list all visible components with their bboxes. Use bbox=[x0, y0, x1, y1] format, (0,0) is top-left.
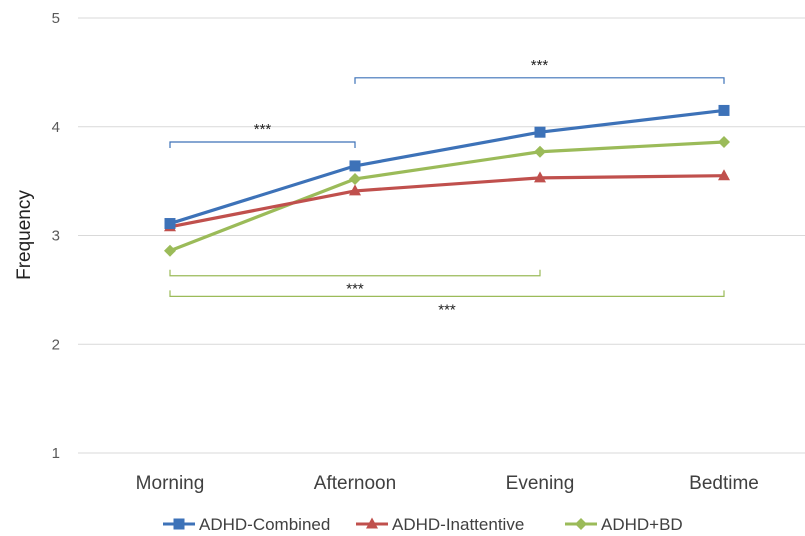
significance-label-1: *** bbox=[254, 121, 272, 138]
gridlines bbox=[78, 17, 805, 454]
bracket-line-4 bbox=[169, 290, 725, 297]
y-tick-3: 3 bbox=[52, 228, 60, 245]
point-adhd-combined-afternoon bbox=[349, 160, 361, 172]
y-tick-4: 4 bbox=[52, 119, 60, 136]
significance-label-2: *** bbox=[531, 57, 549, 74]
series-line-adhd-inattentive bbox=[169, 174, 725, 229]
legend-marker-adhd-combined bbox=[173, 518, 185, 530]
significance-label-3: *** bbox=[346, 281, 364, 298]
y-tick-1: 1 bbox=[52, 445, 60, 462]
legend-item-adhd-inattentive: ADHD-Inattentive bbox=[356, 515, 524, 534]
point-adhd-bd-evening bbox=[534, 145, 546, 158]
significance-bracket-4: *** bbox=[169, 290, 725, 318]
point-adhd-inattentive-evening bbox=[534, 171, 546, 183]
x-tick-labels: Morning Afternoon Evening Bedtime bbox=[136, 473, 759, 494]
bracket-line-2 bbox=[354, 77, 725, 84]
point-adhd-combined-evening bbox=[534, 126, 546, 138]
bracket-line-3 bbox=[169, 269, 541, 277]
series-line-adhd-combined bbox=[169, 108, 725, 226]
point-adhd-bd-morning bbox=[164, 244, 176, 257]
legend-marker-adhd-inattentive bbox=[366, 517, 378, 529]
legend-marker-adhd-bd bbox=[575, 518, 587, 530]
x-tick-evening: Evening bbox=[506, 473, 575, 494]
legend-label-adhd-inattentive: ADHD-Inattentive bbox=[392, 515, 524, 534]
bracket-line-1 bbox=[169, 141, 356, 148]
point-adhd-bd-afternoon bbox=[349, 172, 361, 185]
series-line-adhd-bd bbox=[169, 140, 725, 253]
point-adhd-combined-bedtime bbox=[718, 104, 730, 116]
series-lines bbox=[164, 104, 730, 257]
y-tick-5: 5 bbox=[52, 10, 60, 27]
significance-bracket-2: *** bbox=[354, 57, 725, 84]
y-axis-title: Frequency bbox=[14, 190, 35, 280]
series-adhd-inattentive bbox=[164, 169, 730, 232]
series-adhd-combined bbox=[164, 104, 730, 230]
significance-bracket-3: *** bbox=[169, 269, 541, 298]
x-tick-afternoon: Afternoon bbox=[314, 473, 396, 494]
legend-item-adhd-combined: ADHD-Combined bbox=[163, 515, 330, 534]
x-tick-bedtime: Bedtime bbox=[689, 473, 759, 494]
legend-item-adhd-bd: ADHD+BD bbox=[565, 515, 683, 534]
point-adhd-combined-morning bbox=[164, 218, 176, 230]
y-tick-labels: 1 2 3 4 5 bbox=[52, 10, 60, 462]
x-tick-morning: Morning bbox=[136, 473, 205, 494]
y-tick-2: 2 bbox=[52, 336, 60, 353]
significance-label-4: *** bbox=[438, 301, 456, 318]
point-adhd-inattentive-afternoon bbox=[349, 184, 361, 196]
legend-label-adhd-combined: ADHD-Combined bbox=[199, 515, 330, 534]
point-adhd-bd-bedtime bbox=[718, 135, 730, 148]
legend: ADHD-Combined ADHD-Inattentive ADHD+BD bbox=[163, 515, 683, 534]
legend-label-adhd-bd: ADHD+BD bbox=[601, 515, 683, 534]
series-adhd-bd bbox=[164, 135, 730, 257]
significance-bracket-1: *** bbox=[169, 121, 356, 148]
significance-brackets: *** *** *** *** bbox=[169, 57, 725, 318]
point-adhd-inattentive-bedtime bbox=[718, 169, 730, 181]
